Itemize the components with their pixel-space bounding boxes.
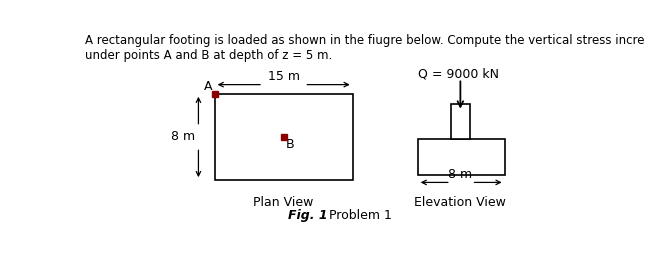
Text: 8 m: 8 m (448, 168, 472, 181)
Text: Problem 1: Problem 1 (330, 209, 392, 222)
Text: Elevation View: Elevation View (415, 196, 506, 209)
Text: 8 m: 8 m (171, 131, 195, 143)
Text: B: B (286, 138, 295, 151)
Bar (451, 104, 470, 138)
Text: A: A (204, 80, 212, 93)
Text: Q = 9000 kN: Q = 9000 kN (418, 68, 499, 81)
Text: Plan View: Plan View (253, 196, 314, 208)
Text: Fig. 1: Fig. 1 (288, 209, 328, 222)
Bar (418, 138, 504, 175)
Text: 15 m: 15 m (268, 70, 300, 83)
Bar (215, 94, 353, 180)
Text: A rectangular footing is loaded as shown in the fiugre below. Compute the vertic: A rectangular footing is loaded as shown… (85, 34, 645, 62)
